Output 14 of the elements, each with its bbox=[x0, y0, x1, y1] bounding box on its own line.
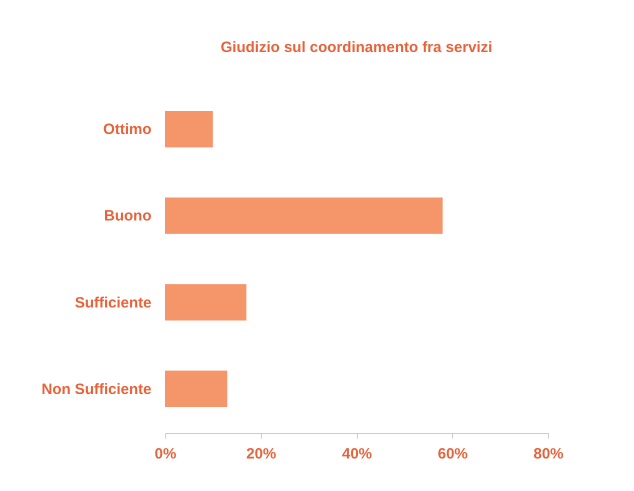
x-tick-label: 60% bbox=[438, 446, 468, 462]
bar bbox=[165, 110, 213, 148]
bar bbox=[165, 284, 246, 320]
y-tick-label: Buono bbox=[104, 208, 152, 225]
y-tick-label: Sufficiente bbox=[74, 294, 152, 312]
x-tick-label: 80% bbox=[533, 446, 564, 462]
y-tick-label: Non Sufficiente bbox=[41, 380, 152, 398]
x-tick-label: 40% bbox=[342, 446, 372, 462]
bar bbox=[165, 370, 228, 408]
y-tick-label: Ottimo bbox=[103, 121, 152, 138]
x-tick-label: 0% bbox=[154, 446, 176, 462]
x-tick-label: 20% bbox=[246, 446, 276, 462]
bar bbox=[165, 198, 443, 234]
chart-title: Giudizio sul coordinamento fra servizi bbox=[220, 39, 492, 56]
